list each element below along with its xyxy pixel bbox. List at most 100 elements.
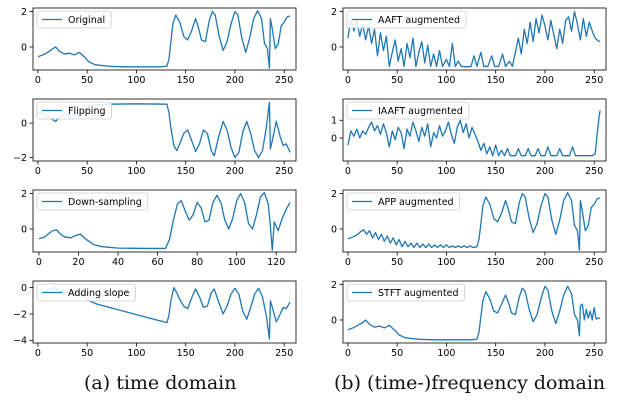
subplot-right-2: 0 50 100 150 200 250 0 2 APP augmented: [331, 189, 607, 268]
subplot-left-2: 0 20 40 60 80 100 120 0 2 Down-sampling: [21, 189, 297, 268]
axes-frame: [342, 7, 607, 71]
x-tick-label: 100: [127, 166, 145, 177]
legend-box: [346, 10, 467, 29]
y-tick-label: 0: [21, 224, 27, 235]
series-line: [37, 10, 291, 69]
axes-frame: [342, 280, 607, 344]
caption-time-domain: (a) time domain: [84, 372, 237, 394]
y-tick-label: 1: [331, 116, 337, 127]
legend-box: [346, 101, 470, 120]
x-tick-label: 250: [275, 166, 293, 177]
x-tick-label: 200: [226, 166, 244, 177]
y-tick-label: 0: [21, 118, 27, 129]
legend: Adding slope: [36, 283, 136, 302]
x-tick-label: 150: [177, 75, 195, 86]
subplot-right-0: 0 50 100 150 200 250 0 2 AAFT augmented: [331, 7, 607, 86]
x-tick-label: 100: [127, 348, 145, 359]
subplot-right-3: 0 50 100 150 200 250 0 2 STFT augmented: [331, 280, 607, 359]
x-tick-label: 0: [345, 348, 351, 359]
x-tick-label: 100: [437, 75, 455, 86]
x-tick-label: 250: [275, 75, 293, 86]
legend-label: Down-sampling: [68, 197, 142, 208]
x-tick-label: 0: [345, 166, 351, 177]
x-tick-label: 0: [345, 257, 351, 268]
axes-frame: [32, 189, 297, 253]
y-tick-label: 0: [331, 224, 337, 235]
y-tick-label: 2: [21, 189, 27, 200]
legend-box: [346, 192, 460, 211]
x-tick-label: 250: [275, 348, 293, 359]
y-tick-label: 2: [331, 7, 337, 18]
series-line: [347, 10, 601, 68]
x-tick-label: 150: [177, 348, 195, 359]
x-tick-label: 0: [35, 166, 41, 177]
y-tick-label: 0: [21, 283, 27, 294]
x-tick-label: 100: [437, 257, 455, 268]
x-tick-label: 200: [536, 348, 554, 359]
x-tick-label: 0: [36, 257, 42, 268]
subplot-left-1: 0 50 100 150 200 250 −2 0 Flipping: [13, 98, 297, 177]
x-tick-label: 50: [391, 348, 403, 359]
x-tick-label: 150: [487, 257, 505, 268]
legend-box: [36, 283, 136, 302]
y-tick-label: −2: [13, 309, 27, 320]
series-line: [347, 192, 601, 251]
legend-label: Flipping: [68, 106, 106, 117]
axes-frame: [342, 189, 607, 253]
x-tick-label: 200: [226, 348, 244, 359]
y-tick-label: 0: [21, 42, 27, 53]
series-line: [38, 192, 291, 251]
legend: Original: [36, 10, 112, 29]
x-tick-label: 50: [81, 166, 93, 177]
x-tick-label: 250: [585, 257, 603, 268]
x-tick-label: 100: [228, 257, 246, 268]
y-tick-label: 2: [331, 280, 337, 291]
legend-label: Adding slope: [68, 288, 130, 299]
subplot-left-0: 0 50 100 150 200 250 0 2 Original: [21, 7, 297, 86]
legend-label: IAAFT augmented: [378, 106, 463, 117]
axes-frame: [32, 280, 297, 344]
legend-box: [36, 10, 112, 29]
y-tick-label: −4: [13, 336, 27, 347]
x-tick-label: 200: [536, 166, 554, 177]
y-tick-label: 0: [331, 133, 337, 144]
x-tick-label: 100: [437, 348, 455, 359]
x-tick-label: 60: [152, 257, 164, 268]
x-tick-label: 40: [112, 257, 124, 268]
series-line: [347, 110, 601, 157]
y-tick-label: 0: [331, 42, 337, 53]
x-tick-label: 150: [487, 166, 505, 177]
axes-frame: [342, 98, 607, 162]
legend-label: APP augmented: [378, 197, 454, 208]
x-tick-label: 0: [345, 75, 351, 86]
axes-frame: [32, 98, 297, 162]
legend: Flipping: [36, 101, 112, 120]
x-tick-label: 250: [585, 75, 603, 86]
x-tick-label: 200: [536, 75, 554, 86]
x-tick-label: 50: [391, 257, 403, 268]
x-tick-label: 0: [35, 348, 41, 359]
y-tick-label: 2: [21, 7, 27, 18]
x-tick-label: 100: [127, 75, 145, 86]
legend: Down-sampling: [36, 192, 149, 211]
legend: STFT augmented: [346, 283, 465, 302]
legend-box: [36, 192, 149, 211]
subplot-right-1: 0 50 100 150 200 250 0 1 IAAFT augmented: [331, 98, 607, 177]
x-tick-label: 200: [536, 257, 554, 268]
x-tick-label: 20: [72, 257, 84, 268]
x-tick-label: 100: [437, 166, 455, 177]
series-line: [347, 285, 601, 341]
x-tick-label: 150: [487, 75, 505, 86]
x-tick-label: 50: [391, 75, 403, 86]
x-tick-label: 150: [177, 166, 195, 177]
x-tick-label: 200: [226, 75, 244, 86]
x-tick-label: 50: [391, 166, 403, 177]
subplot-left-3: 0 50 100 150 200 250 −4 −2 0 Adding slope: [13, 280, 297, 359]
legend: IAAFT augmented: [346, 101, 470, 120]
x-tick-label: 120: [267, 257, 285, 268]
y-tick-label: −2: [13, 153, 27, 164]
x-tick-label: 250: [585, 166, 603, 177]
y-tick-label: 2: [331, 189, 337, 200]
caption-frequency-domain: (b) (time-)frequency domain: [334, 372, 606, 394]
